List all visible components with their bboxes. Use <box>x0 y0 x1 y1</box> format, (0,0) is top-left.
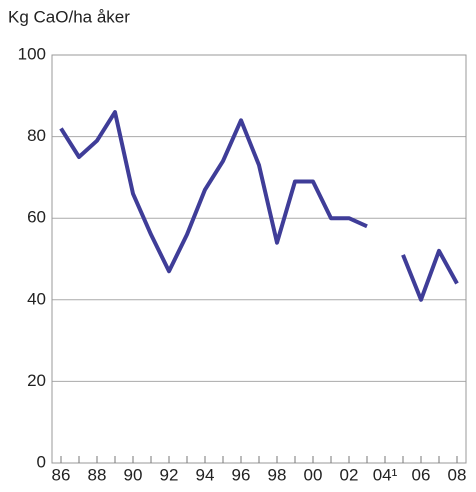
x-tick-label: 96 <box>232 465 251 484</box>
y-tick-label: 60 <box>27 208 46 227</box>
x-tick-label: 08 <box>448 465 467 484</box>
y-tick-label: 40 <box>27 289 46 308</box>
y-tick-label: 100 <box>18 44 46 63</box>
y-tick-label: 20 <box>27 371 46 390</box>
x-tick-label: 06 <box>412 465 431 484</box>
x-tick-label: 88 <box>88 465 107 484</box>
x-tick-label: 90 <box>124 465 143 484</box>
x-tick-label: 94 <box>196 465 215 484</box>
chart-title: Kg CaO/ha åker <box>8 7 130 26</box>
x-tick-label: 98 <box>268 465 287 484</box>
x-tick-label: 02 <box>340 465 359 484</box>
x-tick-label: 00 <box>304 465 323 484</box>
data-line <box>59 110 459 302</box>
x-tick-label: 92 <box>160 465 179 484</box>
y-tick-label: 80 <box>27 126 46 145</box>
x-tick-label: 86 <box>52 465 71 484</box>
x-tick-label: 04¹ <box>373 465 398 484</box>
y-tick-label: 0 <box>37 452 46 471</box>
